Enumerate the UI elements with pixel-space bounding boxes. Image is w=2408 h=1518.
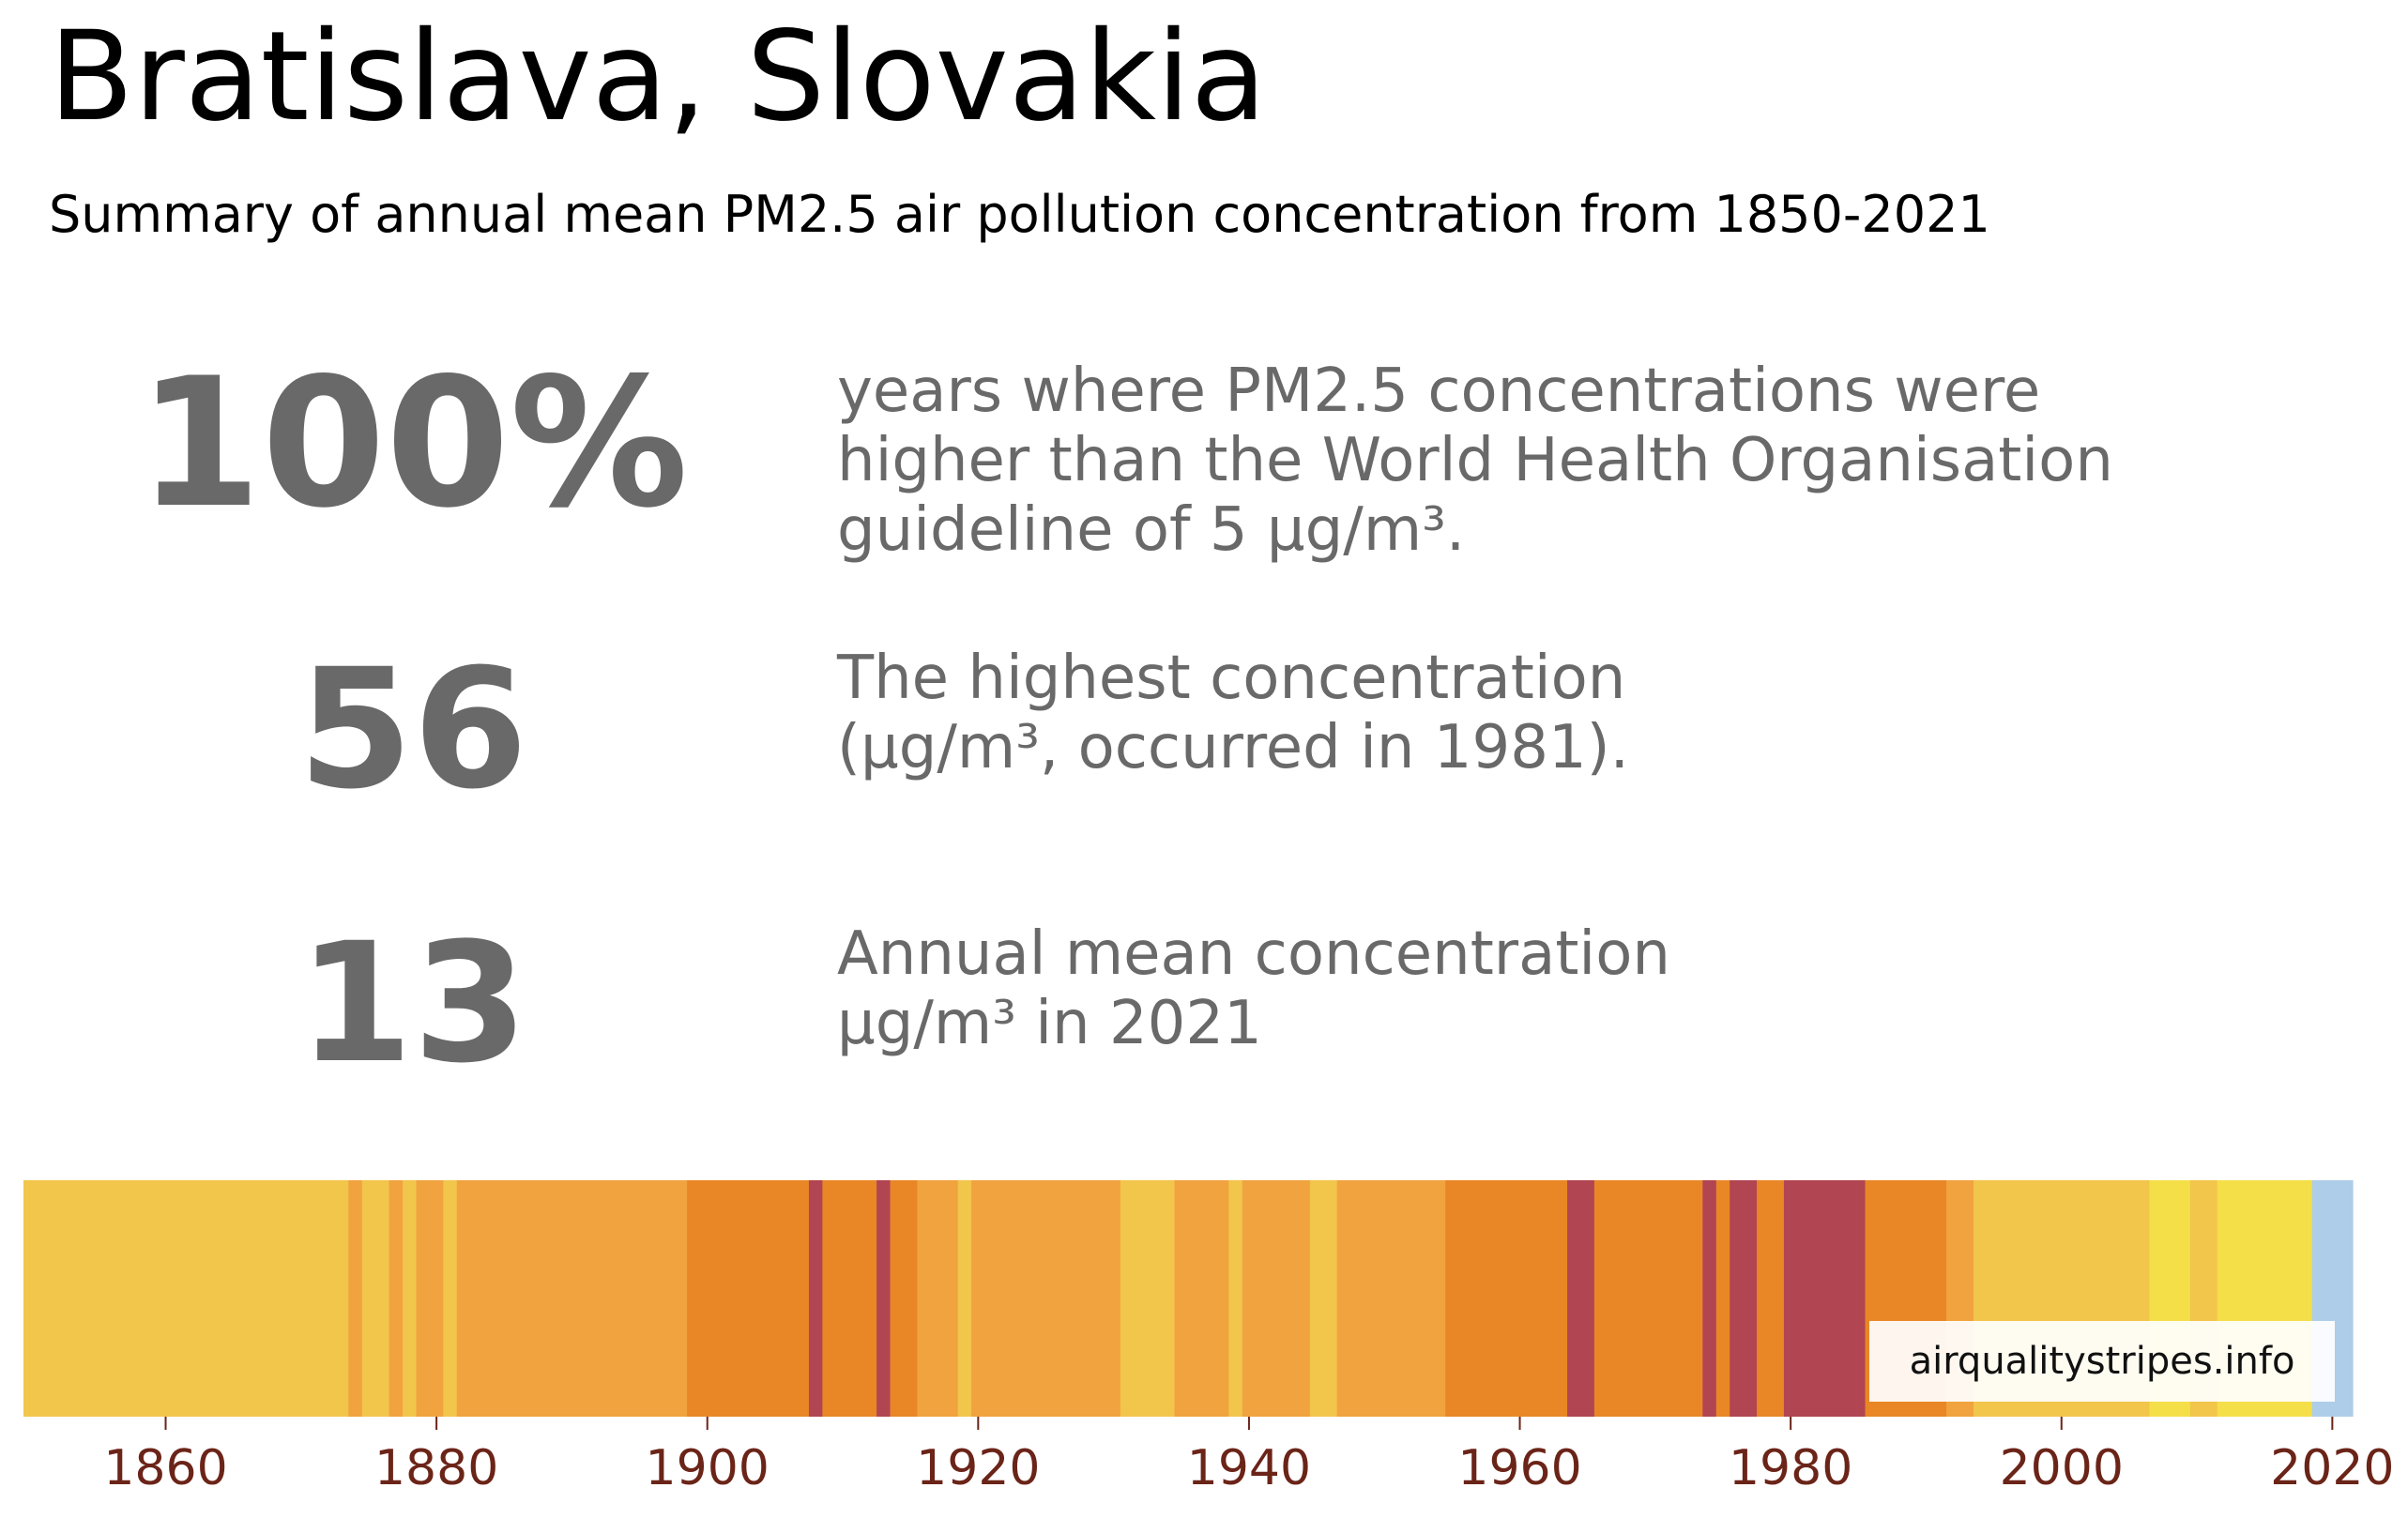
stripe-1940-1945 xyxy=(1242,1180,1311,1417)
stripe-1964-1966 xyxy=(1567,1180,1595,1417)
stat-highest-description: The highest concentration (µg/m³, occurr… xyxy=(837,644,2339,782)
stripe-1875-1877 xyxy=(361,1180,390,1417)
stripe-1955-1964 xyxy=(1445,1180,1568,1417)
stripe-1978-1980 xyxy=(1757,1180,1785,1417)
x-tick-label-1860: 1860 xyxy=(103,1440,227,1496)
x-tick-label-1940: 1940 xyxy=(1187,1440,1311,1496)
stat-years-above-value: 100% xyxy=(137,340,689,547)
stripe-1877-1878 xyxy=(389,1180,404,1417)
stat-latest-description: Annual mean concentration µg/m³ in 2021 xyxy=(837,919,2339,1058)
stripe-1914-1916 xyxy=(890,1180,918,1417)
stripe-1931-1935 xyxy=(1120,1180,1176,1417)
stripe-1908-1909 xyxy=(808,1180,823,1417)
stripe-1975-1976 xyxy=(1715,1180,1730,1417)
stripe-1909-1913 xyxy=(822,1180,877,1417)
x-tick-label-1880: 1880 xyxy=(374,1440,498,1496)
x-tick-label-1900: 1900 xyxy=(646,1440,770,1496)
x-tick-label-2000: 2000 xyxy=(2000,1440,2124,1496)
stripe-1920-1931 xyxy=(971,1180,1121,1417)
stripe-1945-1947 xyxy=(1309,1180,1338,1417)
x-tick-label-1980: 1980 xyxy=(1729,1440,1852,1496)
stripe-1879-1881 xyxy=(416,1180,444,1417)
credit-label: airqualitystripes.info xyxy=(1869,1321,2335,1402)
stripe-1966-1974 xyxy=(1593,1180,1703,1417)
stripe-1913-1914 xyxy=(876,1180,892,1417)
x-axis: 1860 1880 1900 1920 1940 1960 1980 2000 2020 xyxy=(103,1417,2395,1496)
stripe-1947-1955 xyxy=(1336,1180,1446,1417)
x-tick-label-2020: 2020 xyxy=(2270,1440,2394,1496)
stripe-1882-1899 xyxy=(456,1180,688,1417)
stripe-1874-1875 xyxy=(348,1180,363,1417)
stripe-1881-1882 xyxy=(443,1180,458,1417)
stat-highest-line: The highest concentration xyxy=(837,644,1626,713)
stripe-1878-1879 xyxy=(403,1180,418,1417)
stat-latest-value: 13 xyxy=(297,907,528,1100)
stripe-1916-1919 xyxy=(917,1180,959,1417)
x-tick-label-1960: 1960 xyxy=(1457,1440,1581,1496)
stripe-1974-1975 xyxy=(1702,1180,1717,1417)
x-tick-label-1920: 1920 xyxy=(916,1440,1040,1496)
stripe-1919-1920 xyxy=(957,1180,972,1417)
stripe-1850-1874 xyxy=(23,1180,349,1417)
stat-years-above-description: years where PM2.5 concentrations were hi… xyxy=(837,357,2339,565)
stripe-1899-1908 xyxy=(687,1180,810,1417)
stripe-1980-1986 xyxy=(1783,1180,1867,1417)
stat-years-above-line: years where PM2.5 concentrations were xyxy=(837,357,2041,426)
page-title: Bratislava, Slovakia xyxy=(49,5,1267,149)
stat-years-above-line: guideline of 5 µg/m³. xyxy=(837,495,1466,565)
stat-latest-line: µg/m³ in 2021 xyxy=(837,989,1262,1058)
stripe-1976-1978 xyxy=(1730,1180,1758,1417)
stat-highest-value: 56 xyxy=(297,633,528,826)
stat-highest-line: (µg/m³, occurred in 1981). xyxy=(837,713,1629,782)
stat-latest-line: Annual mean concentration xyxy=(837,919,1670,989)
stripe-1935-1939 xyxy=(1174,1180,1229,1417)
page-subtitle: Summary of annual mean PM2.5 air polluti… xyxy=(49,185,1990,244)
stripe-1939-1940 xyxy=(1228,1180,1243,1417)
stat-years-above-line: higher than the World Health Organisatio… xyxy=(837,426,2113,495)
